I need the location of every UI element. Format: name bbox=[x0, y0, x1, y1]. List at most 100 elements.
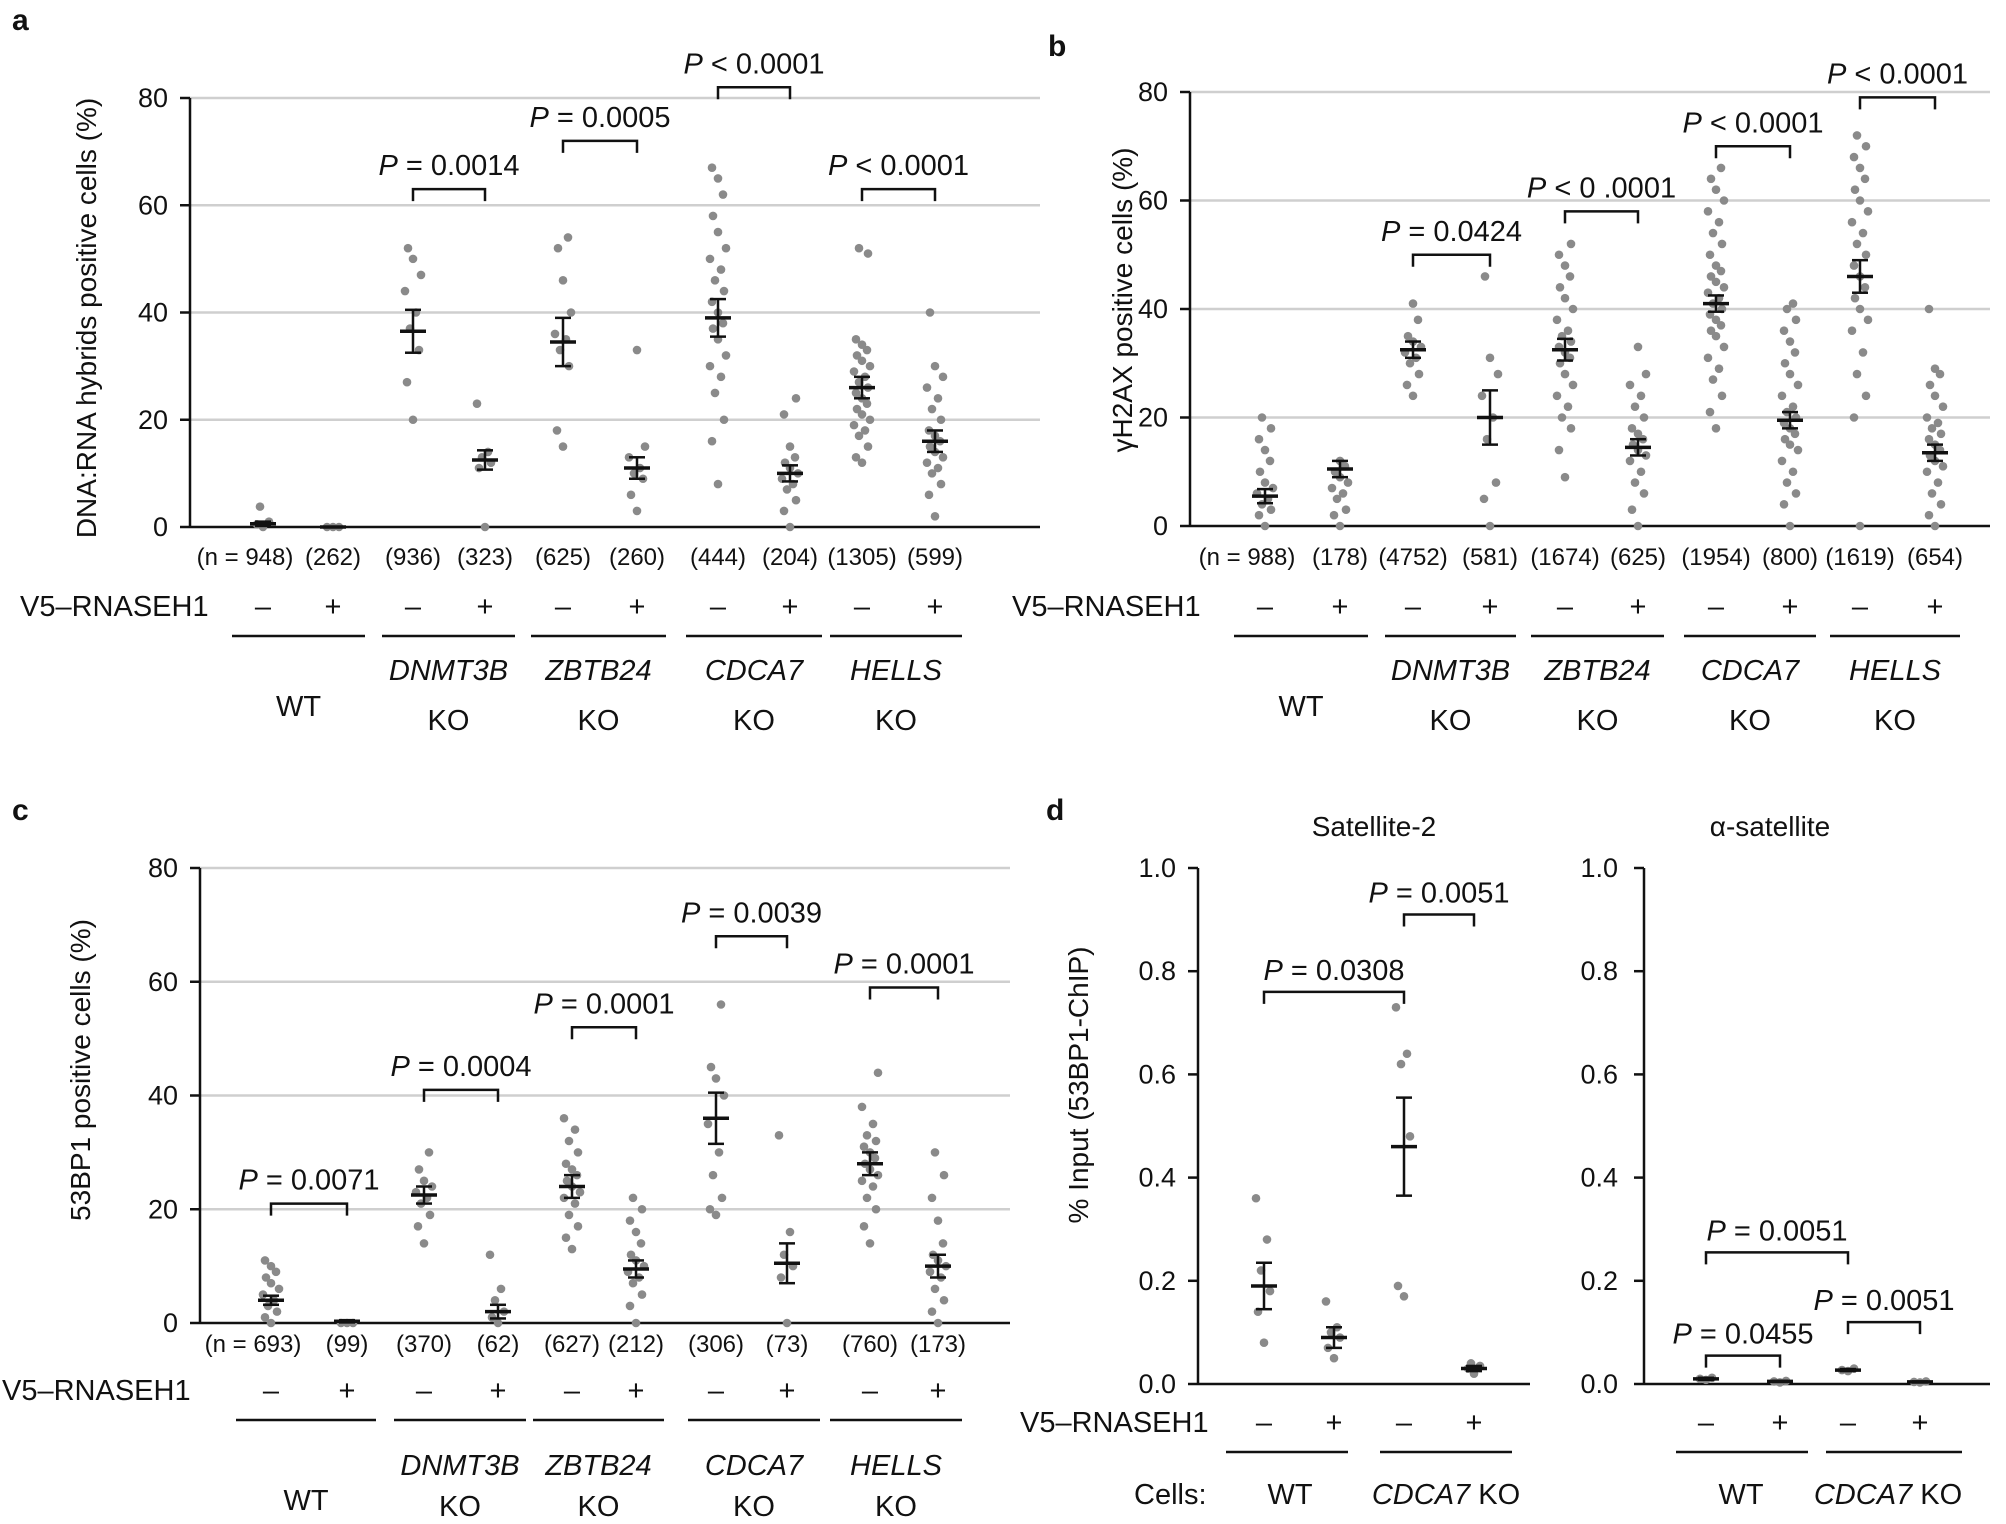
panel-c-point bbox=[870, 1153, 880, 1163]
panel-a-rnaseh1-label: V5–RNASEH1 bbox=[20, 591, 209, 623]
panel-c-rnaseh1-sign: – bbox=[862, 1375, 879, 1407]
panel-b-p-value: P < 0 .0001 bbox=[1527, 172, 1676, 204]
panel-b-point bbox=[1922, 413, 1932, 422]
panel-d-satellite-2-rnaseh1-sign: + bbox=[1326, 1407, 1343, 1439]
panel-c-point bbox=[567, 1244, 577, 1254]
panel-d-alpha-satellite-y-tick-label: 0.4 bbox=[1580, 1163, 1618, 1193]
panel-b-point bbox=[1938, 402, 1948, 411]
panel-b-group-label: DNMT3B bbox=[1391, 655, 1510, 687]
panel-a-point bbox=[558, 442, 568, 451]
panel-c-point bbox=[927, 1307, 937, 1316]
panel-c-point bbox=[703, 1119, 713, 1129]
panel-c-point bbox=[776, 1273, 786, 1282]
panel-b-point bbox=[1860, 283, 1870, 292]
panel-a-point bbox=[927, 469, 937, 478]
panel-d-alpha-satellite-y-tick-label: 1.0 bbox=[1580, 853, 1618, 883]
panel-c-rnaseh1-sign: + bbox=[490, 1375, 507, 1407]
panel-c-point bbox=[857, 1102, 867, 1112]
panel-c-rnaseh1-sign: + bbox=[930, 1375, 947, 1407]
panel-c-point bbox=[260, 1313, 270, 1322]
panel-a-n-label: (625) bbox=[535, 544, 591, 571]
panel-d-alpha-satellite-rnaseh1-sign: – bbox=[1698, 1407, 1715, 1439]
panel-letter-b: b bbox=[1048, 30, 1066, 63]
panel-b-point bbox=[1785, 337, 1795, 346]
panel-c-point bbox=[570, 1199, 580, 1208]
panel-a-y-axis-title: DNA:RNA hybrids positive cells (%) bbox=[71, 98, 102, 538]
panel-a-group-label: CDCA7 bbox=[705, 655, 805, 687]
panel-c-point bbox=[774, 1131, 784, 1140]
panel-d-alpha-satellite-y-tick-label: 0.8 bbox=[1580, 956, 1618, 986]
panel-a-n-label: (323) bbox=[457, 544, 513, 571]
panel-a-point bbox=[779, 506, 789, 516]
panel-b-point bbox=[1936, 500, 1946, 509]
panel-b-point bbox=[1627, 505, 1637, 515]
panel-b-p-value: P = 0.0424 bbox=[1381, 216, 1522, 248]
panel-b-point bbox=[1852, 239, 1862, 249]
panel-a-point bbox=[713, 227, 723, 237]
panel-a-point bbox=[480, 522, 490, 532]
panel-a-rnaseh1-sign: – bbox=[255, 591, 272, 623]
panel-c-group-label: HELLS bbox=[850, 1450, 943, 1482]
panel-b-rnaseh1-sign: + bbox=[1782, 591, 1799, 623]
panel-c-point bbox=[925, 1267, 935, 1277]
panel-b-point bbox=[1633, 521, 1643, 531]
panel-a-significance-bracket bbox=[860, 187, 937, 202]
panel-b-point bbox=[1861, 250, 1871, 260]
panel-c-point bbox=[868, 1119, 878, 1129]
panel-a-point bbox=[705, 361, 715, 371]
panel-a-rnaseh1-sign: + bbox=[782, 591, 799, 623]
panel-b-point bbox=[1788, 299, 1798, 308]
panel-a-point bbox=[860, 426, 870, 435]
panel-a-y-tick-label: 60 bbox=[138, 190, 168, 220]
panel-a-point bbox=[865, 415, 875, 425]
panel-a-point bbox=[716, 372, 726, 382]
panel-b-point bbox=[1479, 494, 1489, 504]
panel-a-rnaseh1-sign: – bbox=[854, 591, 871, 623]
panel-a-rnaseh1-sign: + bbox=[927, 591, 944, 623]
panel-c-point bbox=[714, 1148, 724, 1157]
panel-c-point bbox=[419, 1239, 429, 1248]
panel-b-point bbox=[1852, 369, 1862, 379]
panel-b-point bbox=[1716, 163, 1726, 173]
panel-c-p-value: P = 0.0039 bbox=[681, 897, 822, 929]
panel-b-point bbox=[1863, 207, 1873, 216]
panel-c-rnaseh1-sign: + bbox=[628, 1375, 645, 1407]
panel-a-significance-bracket bbox=[561, 139, 639, 153]
panel-c-n-label: (73) bbox=[766, 1331, 809, 1358]
panel-d-cells-label: Cells: bbox=[1134, 1479, 1207, 1511]
panel-c-point bbox=[637, 1204, 647, 1214]
panel-a-n-label: (1305) bbox=[827, 544, 896, 571]
panel-c-point bbox=[625, 1301, 635, 1311]
panel-b-p-value: P < 0.0001 bbox=[1682, 107, 1823, 139]
panel-c-point bbox=[705, 1204, 715, 1214]
panel-c-point bbox=[631, 1227, 641, 1237]
panel-a-point bbox=[852, 351, 862, 360]
panel-d-satellite-2-point bbox=[1251, 1193, 1261, 1203]
panel-b-point bbox=[1711, 331, 1721, 341]
panel-a-group-label-ko: KO bbox=[428, 705, 470, 737]
panel-d-alpha-satellite-rnaseh1-sign: – bbox=[1840, 1407, 1857, 1439]
panel-d-alpha-satellite-rnaseh1-sign: + bbox=[1912, 1407, 1929, 1439]
panel-b-point bbox=[1779, 500, 1789, 509]
panel-letter-d: d bbox=[1046, 794, 1064, 827]
panel-a-point bbox=[566, 308, 576, 317]
panel-d-satellite-2-point bbox=[1393, 1281, 1403, 1291]
panel-b-point bbox=[1403, 331, 1413, 341]
panel-a-point bbox=[936, 479, 946, 489]
panel-b-group-label-ko: KO bbox=[1874, 705, 1916, 737]
panel-b-point bbox=[1711, 277, 1721, 287]
panel-b-point bbox=[1791, 489, 1801, 498]
panel-b-n-label: (654) bbox=[1907, 544, 1963, 571]
panel-b-point bbox=[1633, 429, 1643, 439]
panel-b-rnaseh1-sign: – bbox=[1852, 591, 1869, 623]
panel-b-point bbox=[1627, 424, 1637, 433]
panel-d-satellite-2-y-tick-label: 0.0 bbox=[1138, 1369, 1176, 1399]
panel-c-point bbox=[637, 1290, 647, 1299]
panel-a-point bbox=[716, 265, 726, 274]
panel-b-point bbox=[1560, 472, 1570, 482]
panel-b-point bbox=[1785, 369, 1795, 379]
panel-a-n-label: (260) bbox=[609, 544, 665, 571]
panel-c-point bbox=[274, 1284, 284, 1294]
panel-c-point bbox=[636, 1239, 646, 1248]
panel-c-rnaseh1-sign: – bbox=[263, 1375, 280, 1407]
